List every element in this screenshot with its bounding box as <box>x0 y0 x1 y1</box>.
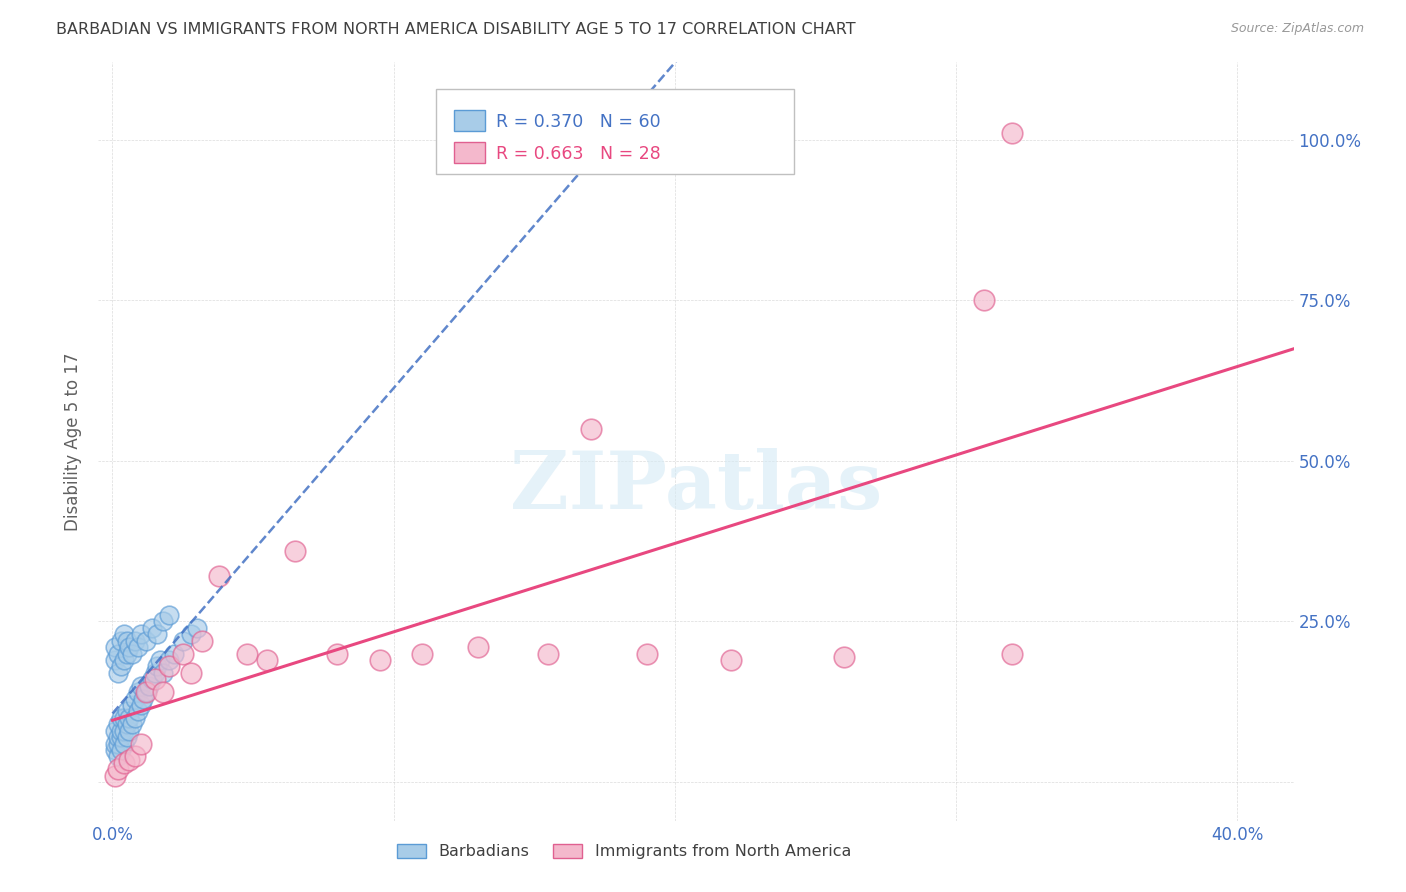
Point <box>720 653 742 667</box>
Point <box>110 711 132 725</box>
Point <box>537 647 560 661</box>
Point <box>115 647 138 661</box>
Point <box>124 749 146 764</box>
Point <box>208 569 231 583</box>
Point <box>172 647 194 661</box>
Point <box>107 647 129 661</box>
Point <box>121 647 143 661</box>
Point <box>104 737 127 751</box>
Point <box>129 737 152 751</box>
Point <box>132 691 155 706</box>
Point <box>157 607 180 622</box>
Point <box>411 647 433 661</box>
Point <box>118 723 141 738</box>
Point <box>104 723 127 738</box>
Point <box>135 685 157 699</box>
Point <box>115 730 138 744</box>
Point <box>129 679 152 693</box>
Point <box>143 665 166 680</box>
Point <box>180 627 202 641</box>
Point <box>467 640 489 655</box>
Point <box>107 737 129 751</box>
Point <box>118 711 141 725</box>
Point <box>112 756 135 770</box>
Point <box>129 627 152 641</box>
Point <box>107 749 129 764</box>
Text: BARBADIAN VS IMMIGRANTS FROM NORTH AMERICA DISABILITY AGE 5 TO 17 CORRELATION CH: BARBADIAN VS IMMIGRANTS FROM NORTH AMERI… <box>56 22 856 37</box>
Point <box>104 743 127 757</box>
Point <box>152 615 174 629</box>
Point <box>1001 126 1024 140</box>
Point <box>157 653 180 667</box>
Point <box>138 679 160 693</box>
Point <box>149 653 172 667</box>
Point <box>112 711 135 725</box>
Point <box>141 621 163 635</box>
Point <box>191 633 214 648</box>
Point <box>152 665 174 680</box>
Point <box>127 640 149 655</box>
Point <box>107 730 129 744</box>
Point <box>157 659 180 673</box>
Point <box>172 633 194 648</box>
Point <box>636 647 658 661</box>
Point <box>256 653 278 667</box>
Text: ZIPatlas: ZIPatlas <box>510 448 882 526</box>
Point <box>127 705 149 719</box>
Point <box>236 647 259 661</box>
Point <box>135 633 157 648</box>
Legend: Barbadians, Immigrants from North America: Barbadians, Immigrants from North Americ… <box>391 838 858 866</box>
Point <box>180 665 202 680</box>
Point <box>118 640 141 655</box>
Point <box>129 698 152 712</box>
Point <box>135 685 157 699</box>
Point <box>152 685 174 699</box>
Point <box>110 743 132 757</box>
Point <box>284 543 307 558</box>
Text: Source: ZipAtlas.com: Source: ZipAtlas.com <box>1230 22 1364 36</box>
Point <box>163 647 186 661</box>
Point <box>115 633 138 648</box>
Point <box>121 698 143 712</box>
Point <box>124 711 146 725</box>
Point <box>112 627 135 641</box>
Point <box>107 665 129 680</box>
Point <box>115 705 138 719</box>
Point <box>118 753 141 767</box>
Point <box>107 717 129 731</box>
Text: R = 0.370   N = 60: R = 0.370 N = 60 <box>496 113 661 131</box>
Point <box>112 653 135 667</box>
Point <box>104 769 127 783</box>
Point <box>141 673 163 687</box>
Point <box>110 730 132 744</box>
Point <box>104 640 127 655</box>
Point <box>121 717 143 731</box>
Point <box>579 422 602 436</box>
Point <box>115 717 138 731</box>
Point <box>326 647 349 661</box>
Point <box>973 293 995 308</box>
Point <box>832 649 855 664</box>
Point <box>124 633 146 648</box>
Point <box>143 673 166 687</box>
Point <box>107 762 129 776</box>
Point <box>112 723 135 738</box>
Point <box>186 621 208 635</box>
Point <box>110 633 132 648</box>
Point <box>124 691 146 706</box>
Point <box>146 659 169 673</box>
Point <box>104 653 127 667</box>
Y-axis label: Disability Age 5 to 17: Disability Age 5 to 17 <box>65 352 83 531</box>
Text: R = 0.663   N = 28: R = 0.663 N = 28 <box>496 145 661 163</box>
Point <box>110 723 132 738</box>
Point <box>127 685 149 699</box>
Point <box>368 653 391 667</box>
Point <box>110 659 132 673</box>
Point <box>146 627 169 641</box>
Point <box>112 737 135 751</box>
Point <box>1001 647 1024 661</box>
